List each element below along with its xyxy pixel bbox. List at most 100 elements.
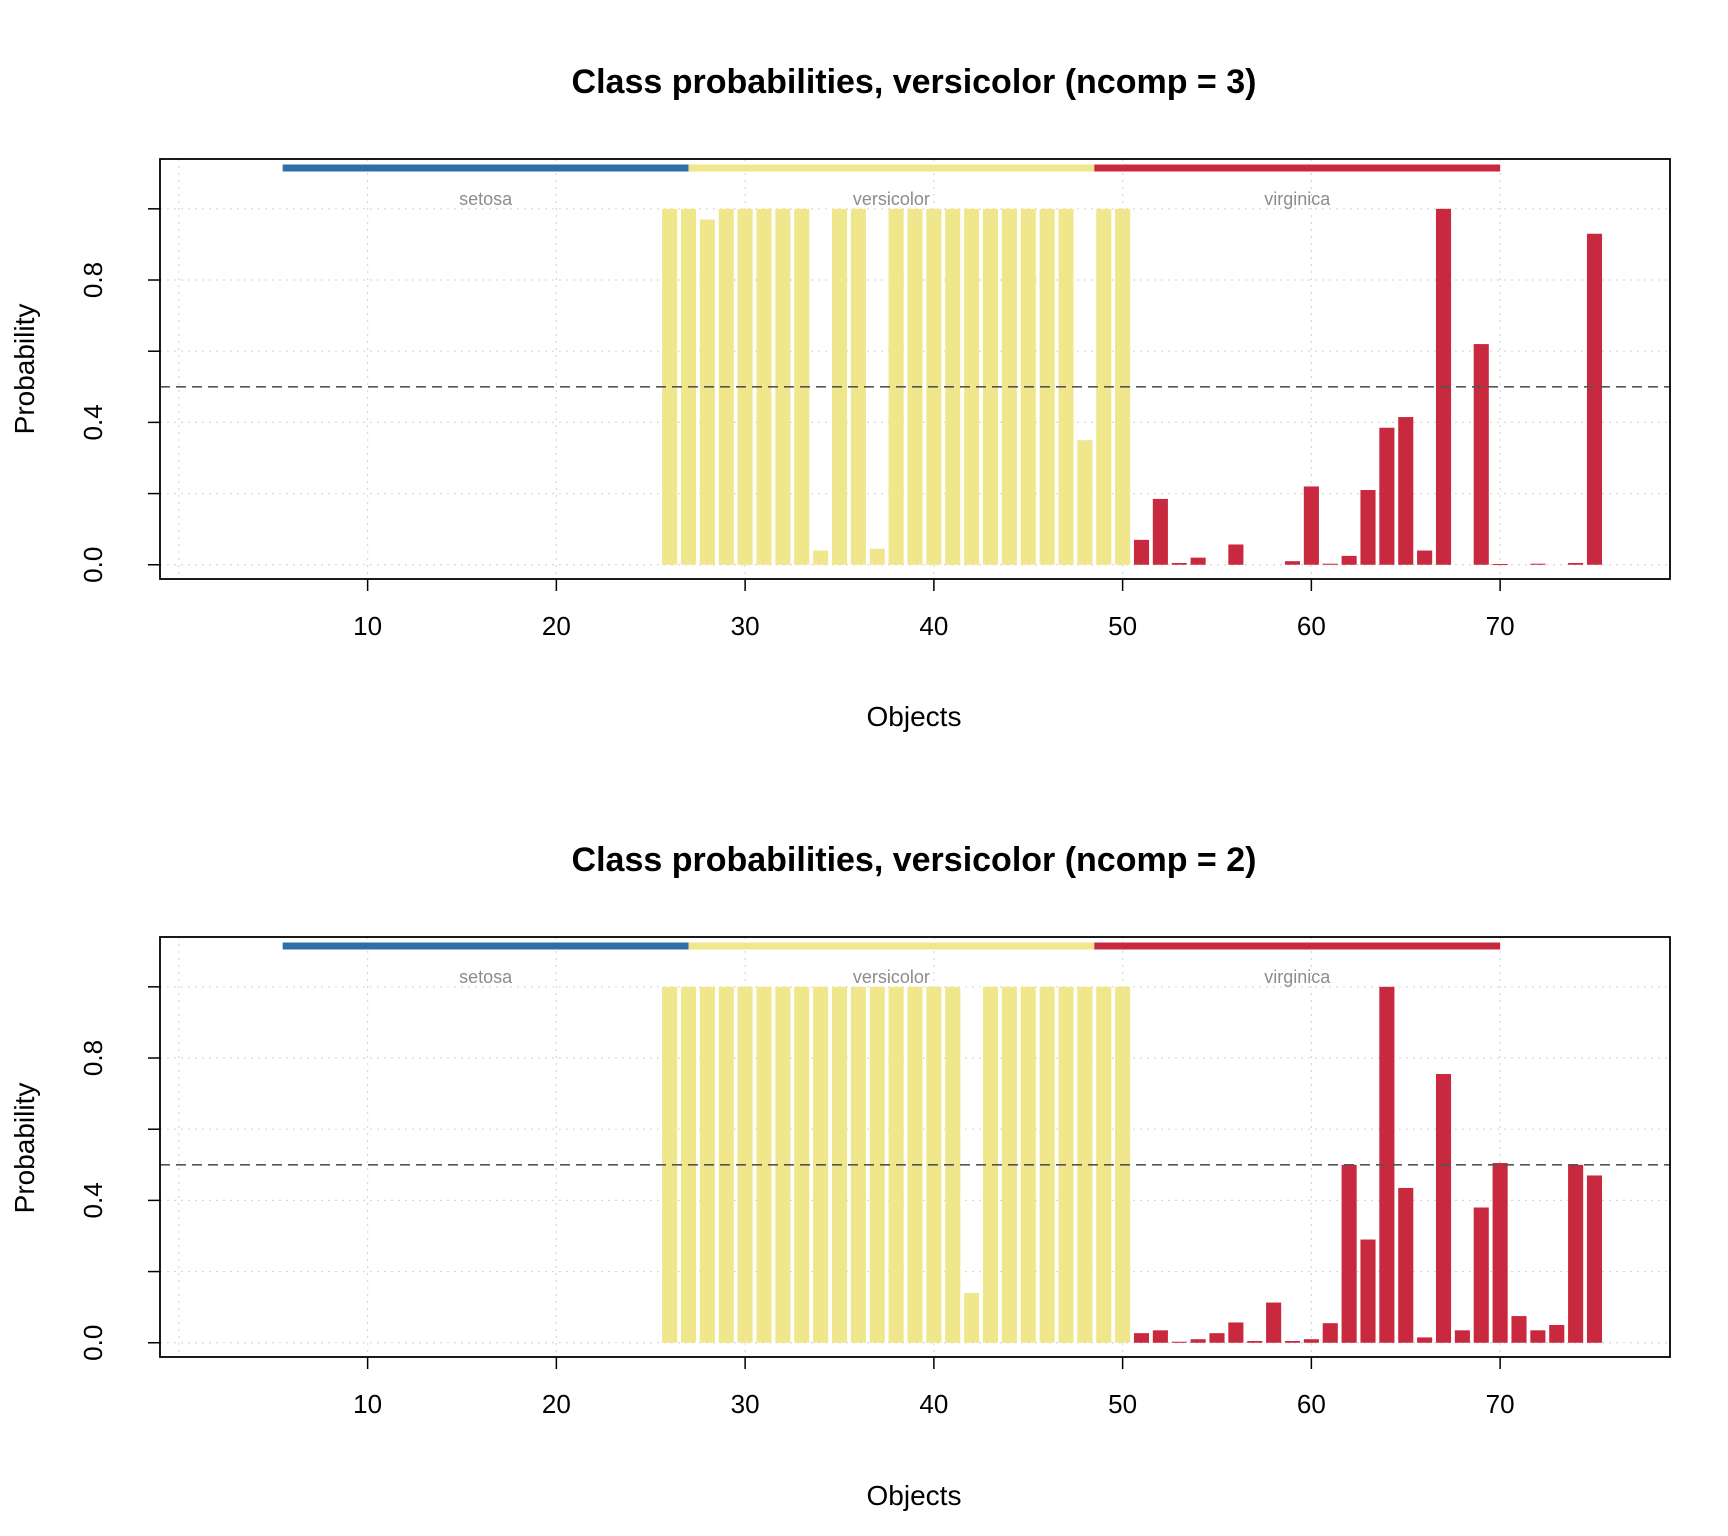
bar (775, 208, 791, 565)
chart-title: Class probabilities, versicolor (ncomp =… (572, 841, 1257, 879)
bar (1284, 1340, 1301, 1343)
x-tick-label: 20 (542, 1389, 571, 1419)
y-tick-label: 0.4 (78, 1182, 108, 1218)
bar (1568, 1164, 1584, 1343)
bar (1096, 986, 1112, 1343)
bar (662, 208, 678, 565)
class-groups: setosa versicolor virginica (282, 164, 1501, 209)
bar (1077, 440, 1093, 565)
y-axis-label: Probability (9, 304, 40, 435)
class-group-label: versicolor (853, 967, 930, 987)
bar (1492, 1163, 1508, 1343)
class-group-label: setosa (459, 189, 513, 209)
bar (1379, 986, 1395, 1343)
bar (1303, 1339, 1319, 1343)
bar (1228, 1322, 1244, 1343)
bar (1586, 233, 1603, 565)
x-tick-label: 10 (353, 611, 382, 641)
bar (1322, 1323, 1338, 1343)
x-tick-label: 70 (1486, 1389, 1515, 1419)
bar (1549, 1324, 1565, 1343)
bar (982, 208, 999, 565)
bar (1322, 563, 1338, 565)
bar (1473, 1207, 1489, 1343)
bar (1171, 562, 1187, 565)
y-tick-label: 0.0 (78, 547, 108, 583)
bar (1586, 1175, 1603, 1343)
bar (1492, 564, 1508, 566)
panel-ncomp-2: Class probabilities, versicolor (ncomp =… (9, 841, 1671, 1511)
bar (1530, 1330, 1546, 1343)
x-tick-label: 70 (1486, 611, 1515, 641)
x-tick-label: 50 (1108, 1389, 1137, 1419)
bar (1096, 208, 1112, 565)
bar (1511, 1316, 1527, 1343)
x-axis: 10 20 30 40 50 60 70 (353, 1357, 1515, 1419)
plot-frame (159, 936, 1671, 1358)
bar (1190, 1339, 1206, 1343)
bar (1152, 1330, 1168, 1343)
bar (1077, 986, 1093, 1343)
class-group-label: virginica (1264, 967, 1331, 987)
bar (756, 986, 772, 1343)
class-group-label: setosa (459, 967, 513, 987)
bar (756, 208, 772, 565)
y-tick-label: 0.0 (78, 1325, 108, 1361)
bar (1284, 561, 1301, 565)
bar (813, 550, 829, 565)
x-tick-label: 40 (919, 611, 948, 641)
x-tick-label: 30 (731, 1389, 760, 1419)
bar (1417, 550, 1433, 565)
x-tick-label: 60 (1297, 1389, 1326, 1419)
bar (1228, 544, 1244, 565)
y-axis: 0.0 0.4 0.8 (78, 208, 160, 583)
y-tick-label: 0.4 (78, 404, 108, 440)
bar (1360, 1239, 1376, 1343)
chart-title: Class probabilities, versicolor (ncomp =… (572, 63, 1257, 101)
class-groups: setosa versicolor virginica (282, 942, 1501, 987)
x-axis-label: Objects (867, 1480, 962, 1511)
bar (850, 986, 866, 1343)
bar (1530, 563, 1546, 565)
bar (964, 1292, 980, 1343)
y-axis-label: Probability (9, 1083, 40, 1214)
x-tick-label: 30 (731, 611, 760, 641)
bar (982, 986, 999, 1343)
class-group-label: versicolor (853, 189, 930, 209)
x-tick-label: 50 (1108, 611, 1137, 641)
bar (869, 548, 885, 565)
bar (869, 986, 885, 1343)
x-axis-label: Objects (867, 701, 962, 732)
bar (850, 208, 866, 565)
bar (1398, 1187, 1414, 1343)
bar (1417, 1337, 1433, 1343)
bar (775, 986, 791, 1343)
x-tick-label: 10 (353, 1389, 382, 1419)
bar (1379, 427, 1395, 565)
bar (1473, 344, 1489, 565)
bar (1266, 1302, 1282, 1343)
class-group-label: virginica (1264, 189, 1331, 209)
bar (1341, 1164, 1357, 1343)
bar (699, 219, 715, 565)
bar (1171, 1341, 1187, 1343)
y-tick-label: 0.8 (78, 262, 108, 298)
bar (1568, 562, 1584, 565)
bar (1435, 1074, 1452, 1343)
bar (662, 986, 678, 1343)
panel-ncomp-3: Class probabilities, versicolor (ncomp =… (9, 63, 1671, 732)
bar (1209, 1333, 1225, 1343)
bar (1303, 486, 1319, 565)
bar (1133, 1333, 1150, 1343)
y-axis: 0.0 0.4 0.8 (78, 986, 160, 1361)
bar (1190, 557, 1206, 565)
bar (1398, 417, 1414, 565)
bar (1454, 1330, 1470, 1343)
x-tick-label: 40 (919, 1389, 948, 1419)
x-tick-label: 20 (542, 611, 571, 641)
x-tick-label: 60 (1297, 611, 1326, 641)
bar (1133, 539, 1150, 565)
x-axis: 10 20 30 40 50 60 70 (353, 579, 1515, 641)
bar (1152, 498, 1168, 565)
